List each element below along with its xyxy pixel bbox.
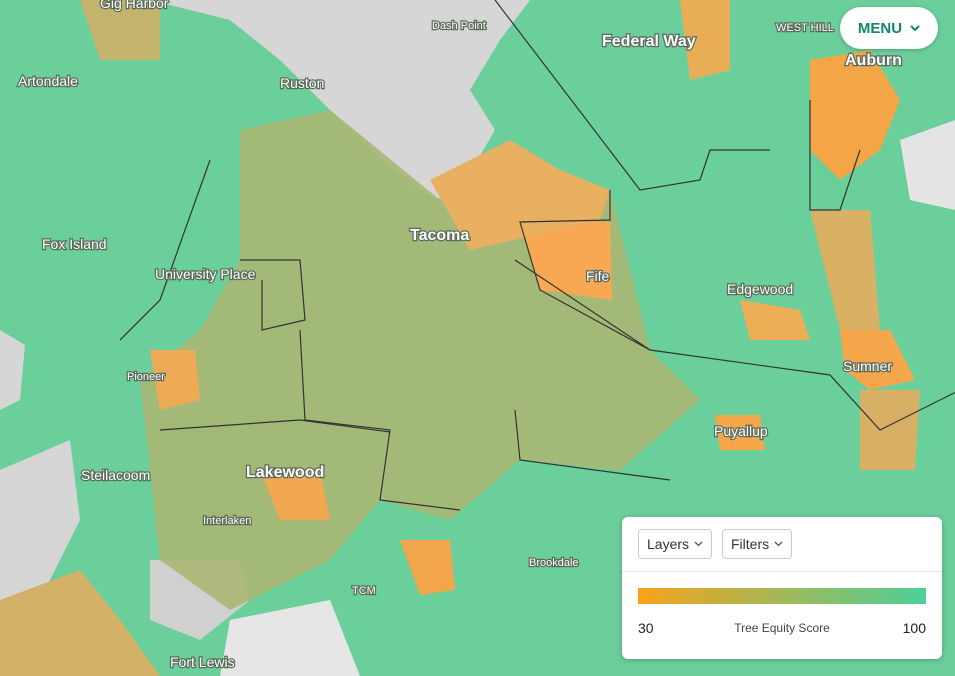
place-label: Pioneer xyxy=(127,371,165,383)
layers-label: Layers xyxy=(647,536,690,552)
place-label: Puyallup xyxy=(714,423,768,439)
district xyxy=(840,330,915,390)
water xyxy=(0,440,80,620)
menu-button[interactable]: MENU xyxy=(840,7,938,49)
divider xyxy=(622,571,942,572)
place-label: Interlaken xyxy=(203,515,251,527)
place-label: Edgewood xyxy=(727,281,793,297)
filters-button[interactable]: Filters xyxy=(722,529,793,559)
chevron xyxy=(774,541,783,547)
place-label: Auburn xyxy=(845,52,902,69)
district xyxy=(680,0,730,80)
place-labels: Gig Harbor Artondale Ruston Dash Point F… xyxy=(17,0,903,671)
district xyxy=(740,300,810,340)
place-label: Tacoma xyxy=(410,227,469,244)
place-label: Artondale xyxy=(18,73,78,89)
place-label: Fort Lewis xyxy=(170,654,235,670)
district xyxy=(860,390,920,470)
legend-panel: Layers Filters 30 Tree Equity Score 100 xyxy=(622,517,942,659)
place-label: University Place xyxy=(155,266,256,282)
district xyxy=(150,350,200,410)
place-label: Fox Island xyxy=(42,236,107,252)
legend-min: 30 xyxy=(638,620,654,636)
place-label: TCM xyxy=(352,585,376,597)
district xyxy=(0,570,160,676)
district xyxy=(715,415,765,450)
district xyxy=(520,220,612,300)
color-scale xyxy=(638,588,926,604)
place-label: Ruston xyxy=(280,75,324,91)
place-label: Gig Harbor xyxy=(100,0,169,11)
land-gray xyxy=(900,120,955,210)
district xyxy=(400,540,455,595)
district xyxy=(260,470,330,520)
chevron xyxy=(910,24,920,31)
district xyxy=(810,210,880,330)
land-gray xyxy=(220,600,360,676)
filters-label: Filters xyxy=(731,536,770,552)
water xyxy=(0,330,25,410)
boundaries xyxy=(119,0,955,511)
water xyxy=(150,0,530,200)
chevron xyxy=(694,541,703,547)
place-label: Sumner xyxy=(843,358,892,374)
place-label: WEST HILL xyxy=(776,22,834,34)
place-label: Fife xyxy=(586,268,610,284)
place-label: Steilacoom xyxy=(81,467,150,483)
district xyxy=(810,50,900,180)
legend-max: 100 xyxy=(902,620,926,636)
layers-button[interactable]: Layers xyxy=(638,529,713,559)
place-label: Lakewood xyxy=(246,464,324,481)
menu-label: MENU xyxy=(857,19,903,37)
legend-title: Tree Equity Score xyxy=(734,621,830,635)
district xyxy=(80,0,160,60)
place-label: Brookdale xyxy=(529,557,579,569)
district xyxy=(430,140,610,250)
place-label: Federal Way xyxy=(602,33,696,50)
place-label: Dash Point xyxy=(432,20,486,32)
